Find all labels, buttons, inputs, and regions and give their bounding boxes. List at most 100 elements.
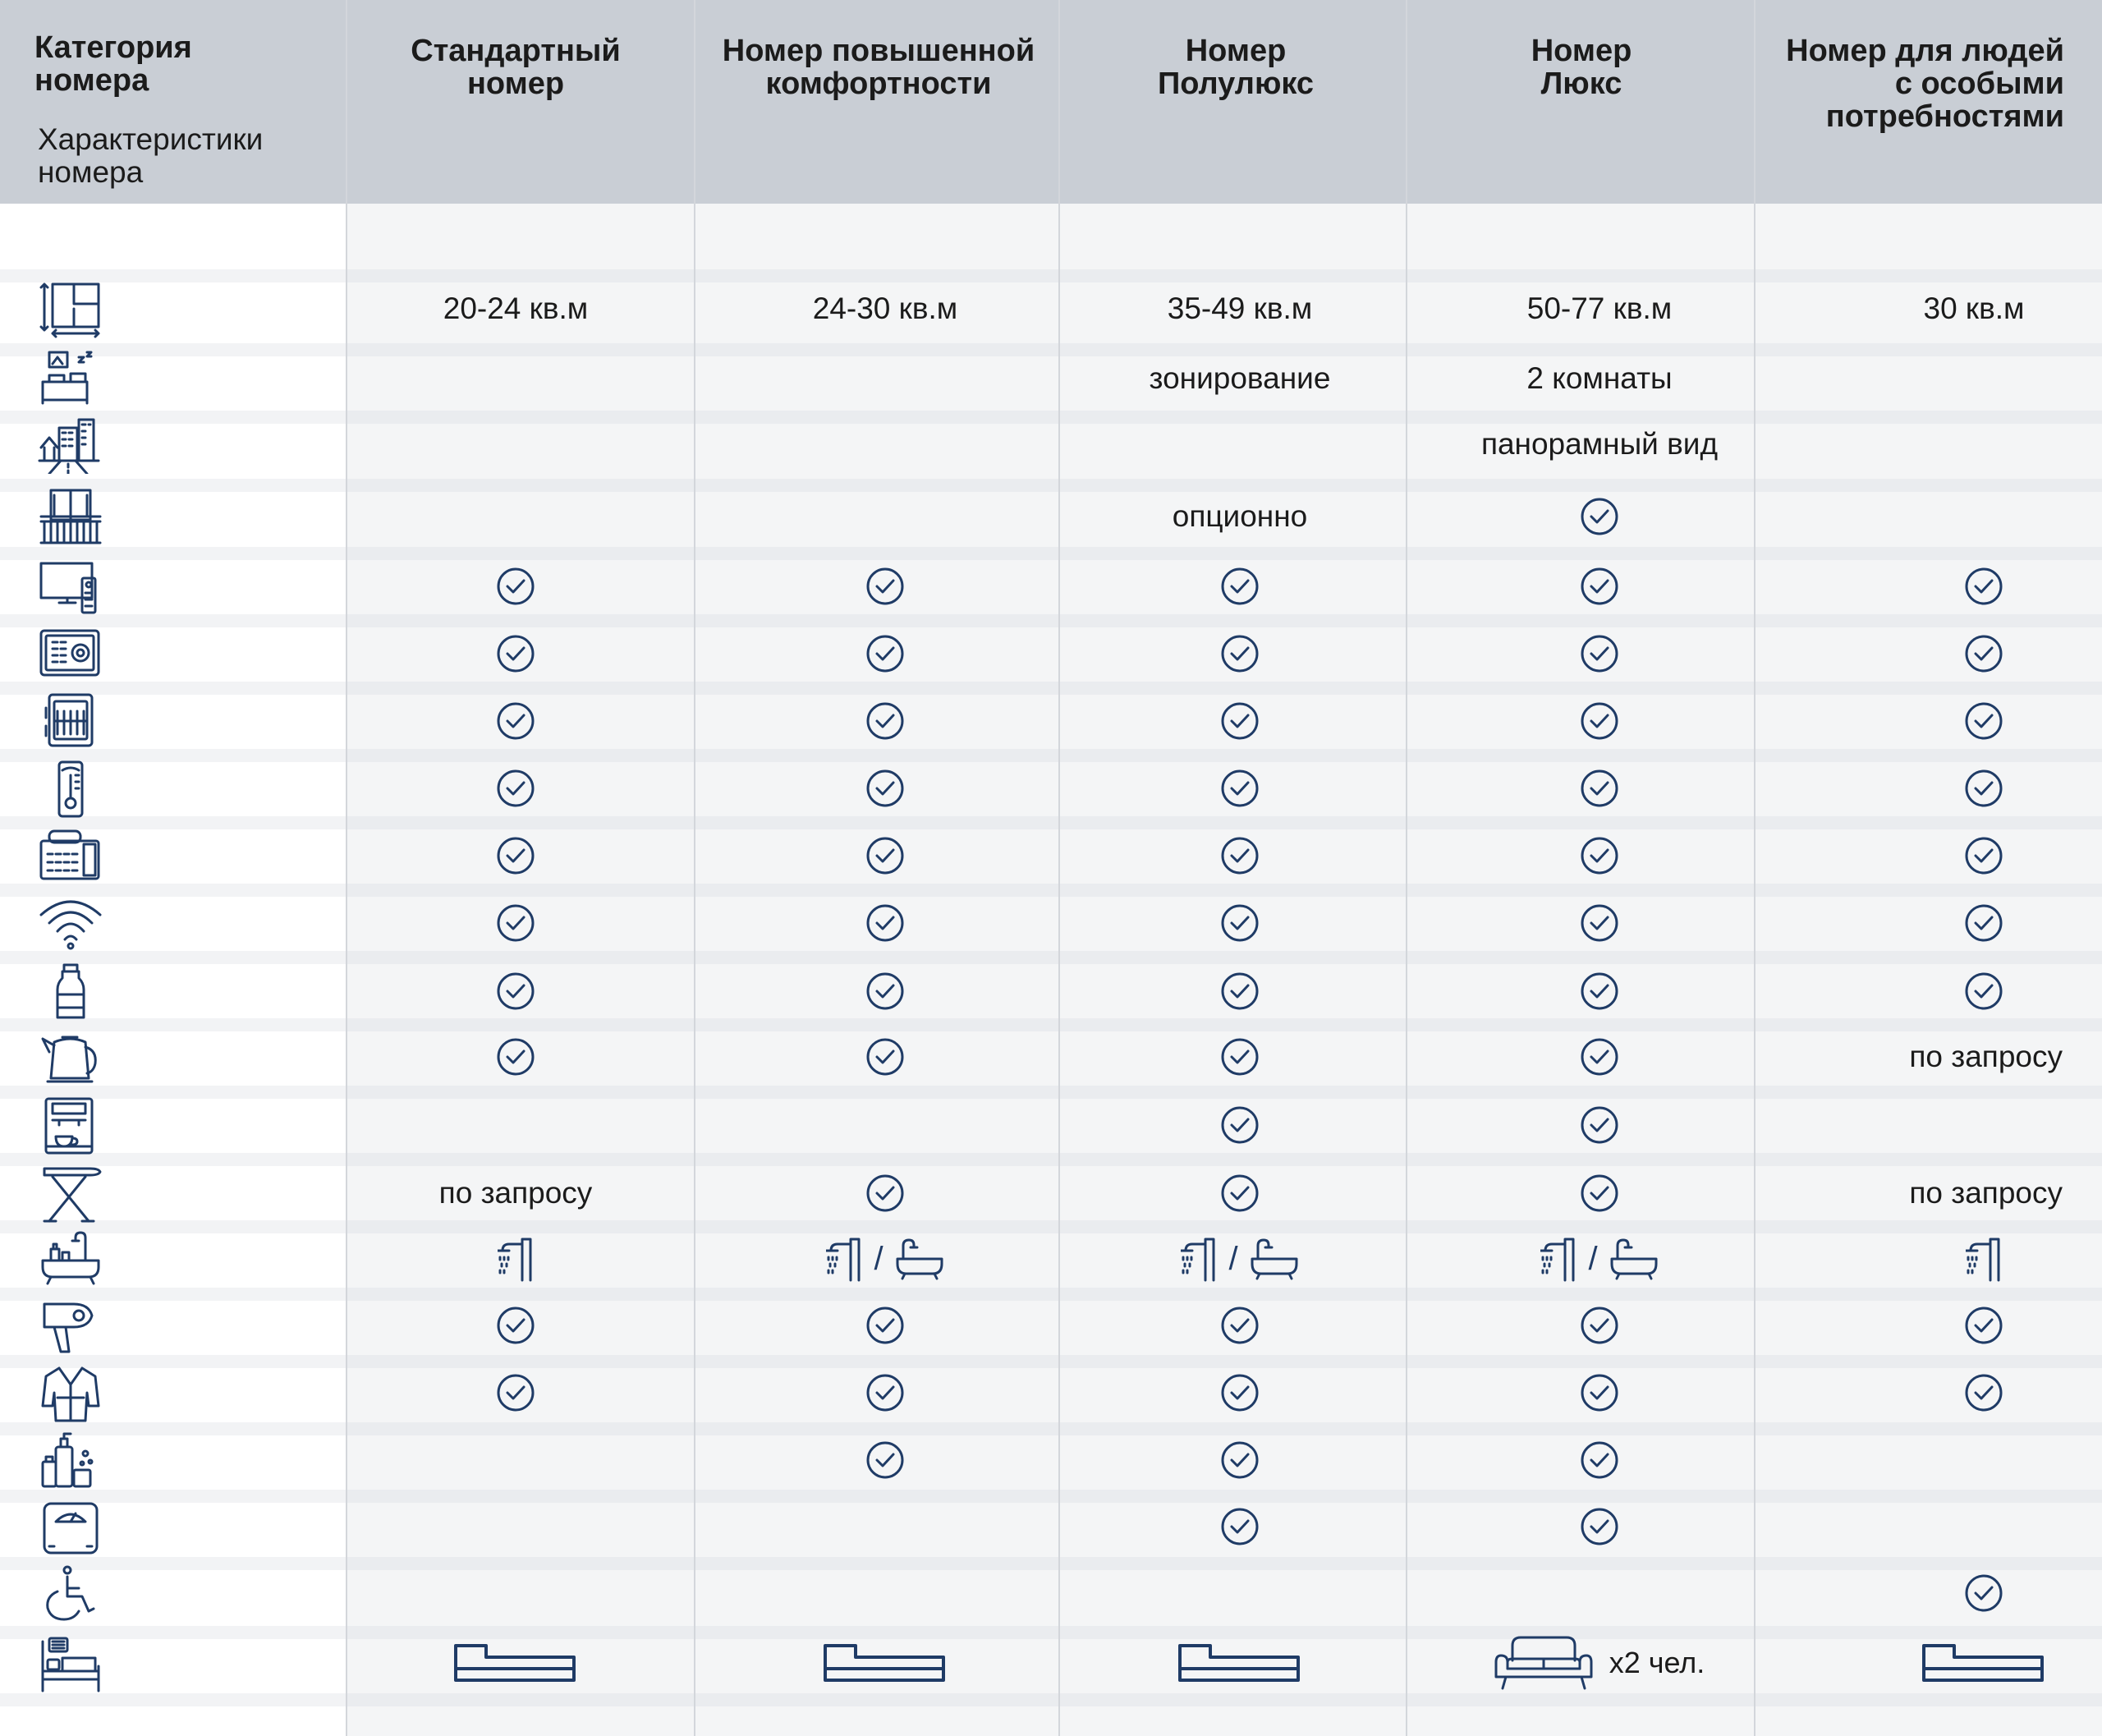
features-header: Характеристики номера: [38, 123, 263, 189]
column-background: [1755, 204, 2102, 1736]
bed-icon: [1178, 1644, 1300, 1682]
features-header-line: Характеристики: [38, 122, 264, 156]
table-cell: панорамный вид: [1435, 415, 1764, 474]
column-header-line: Стандартный: [411, 34, 621, 68]
row-stripe: [0, 269, 2102, 282]
table-cell: [1076, 557, 1404, 616]
table-cell: [1820, 691, 2102, 751]
hairdryer-icon-glyph: [43, 1302, 94, 1353]
row-stripe: [0, 1693, 2102, 1706]
toiletries-icon-glyph: [41, 1432, 94, 1488]
extra-bed-icon-glyph: [41, 1637, 100, 1692]
checkmark-icon: [1221, 1307, 1259, 1344]
column-divider: [1058, 0, 1060, 1736]
kettle-icon-glyph: [41, 1036, 97, 1083]
extra-bed-icon: [31, 1633, 110, 1692]
checkmark-icon: [1221, 567, 1259, 605]
checkmark-icon: [1581, 1307, 1618, 1344]
table-cell: [1076, 691, 1404, 751]
row-stripe: [0, 1490, 2102, 1503]
table-cell: [351, 1363, 680, 1422]
table-cell: по запросу: [351, 1164, 680, 1223]
balcony-icon-glyph: [39, 489, 102, 544]
checkmark-icon: [1581, 1508, 1618, 1545]
table-cell: 50-77 кв.м: [1435, 279, 1764, 338]
checkmark-icon: [1965, 972, 2003, 1010]
checkmark-icon: [1221, 1174, 1259, 1212]
water-bottle-icon: [31, 962, 110, 1021]
table-cell: 30 кв.м: [1810, 279, 2102, 338]
column-header-line: комфортности: [765, 67, 992, 101]
checkmark-icon: [1965, 1307, 2003, 1344]
table-cell: [721, 557, 1049, 616]
city-view-icon-glyph: [38, 418, 100, 474]
checkmark-icon: [497, 972, 535, 1010]
checkmark-icon: [497, 837, 535, 875]
wifi-icon: [31, 893, 110, 953]
coffee-machine-icon: [31, 1095, 110, 1155]
row-stripe: [0, 1626, 2102, 1639]
checkmark-icon: [1581, 635, 1618, 673]
row-stripe: [0, 1288, 2102, 1301]
row-stripe: [0, 479, 2102, 492]
column-header-line: Номер повышенной: [722, 34, 1035, 68]
row-stripe: [0, 1086, 2102, 1099]
table-cell: [1435, 1095, 1764, 1155]
table-cell: [1820, 826, 2102, 885]
ironing-board-icon: [31, 1164, 110, 1223]
row-stripe: [0, 816, 2102, 829]
checkmark-icon: [866, 1441, 904, 1479]
checkmark-icon: [1221, 635, 1259, 673]
row-stripe: [0, 1153, 2102, 1166]
table-cell: [351, 1229, 680, 1288]
column-header-suite: Номер Люкс: [1409, 34, 1754, 100]
separator-slash: /: [1228, 1240, 1238, 1277]
wheelchair-icon: [31, 1564, 110, 1623]
table-cell: [1435, 826, 1764, 885]
table-cell: опционно: [1076, 487, 1404, 546]
table-cell: [351, 691, 680, 751]
minibar-icon: [31, 691, 110, 751]
table-cell: [721, 1633, 1049, 1692]
cell-text: 35-49 кв.м: [1167, 292, 1313, 325]
cell-text: по запросу: [438, 1176, 593, 1210]
checkmark-icon: [1221, 1106, 1259, 1144]
column-header-line: номер: [466, 67, 565, 101]
table-cell: [1435, 1431, 1764, 1490]
table-cell: 24-30 кв.м: [721, 279, 1049, 338]
checkmark-icon: [497, 567, 535, 605]
checkmark-icon: [1581, 1441, 1618, 1479]
table-cell: 2 комнаты: [1435, 349, 1764, 408]
table-cell: [1076, 962, 1404, 1021]
table-cell: [351, 893, 680, 953]
water-bottle-icon-glyph: [56, 963, 85, 1019]
table-cell: [1820, 759, 2102, 818]
column-header-line: Полулюкс: [1157, 67, 1315, 101]
checkmark-icon: [1581, 1106, 1618, 1144]
checkmark-icon: [866, 702, 904, 740]
coffee-machine-icon-glyph: [44, 1097, 94, 1155]
telephone-icon: [31, 826, 110, 885]
table-cell: [1435, 1363, 1764, 1422]
table-cell: [1076, 1027, 1404, 1086]
table-cell: [1820, 1633, 2102, 1692]
checkmark-icon: [1965, 837, 2003, 875]
checkmark-icon: [1221, 904, 1259, 942]
column-header-line: Номер для людей: [1786, 34, 2064, 68]
column-header-line: потребностями: [1825, 99, 2064, 134]
wheelchair-icon-glyph: [46, 1565, 95, 1621]
category-header-line: Категория: [34, 30, 192, 65]
table-cell: [1076, 624, 1404, 683]
table-cell: 35-49 кв.м: [1076, 279, 1404, 338]
table-cell: [351, 1296, 680, 1355]
table-cell: [721, 1431, 1049, 1490]
bathrobe-icon: [31, 1363, 110, 1422]
table-cell: [1435, 1296, 1764, 1355]
category-header: Категория номера: [34, 31, 192, 97]
table-cell: [351, 557, 680, 616]
safe-icon-glyph: [39, 629, 100, 677]
thermostat-icon: [31, 759, 110, 818]
table-header-background: [0, 0, 2102, 204]
checkmark-icon: [1221, 837, 1259, 875]
